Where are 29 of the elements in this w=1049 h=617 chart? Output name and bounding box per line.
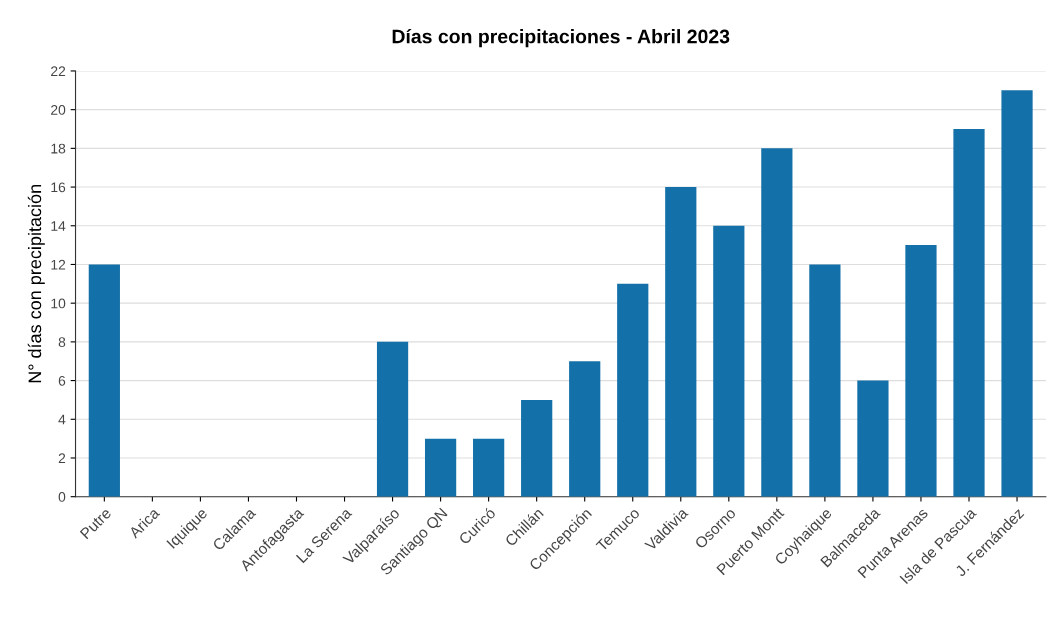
bar (617, 283, 649, 497)
bar (521, 399, 553, 497)
bar (905, 245, 937, 497)
bar (1001, 90, 1033, 497)
bar (88, 264, 120, 497)
y-tick-label: 12 (51, 259, 66, 270)
bar (665, 187, 697, 497)
y-tick-label: 8 (58, 337, 66, 348)
y-tick-label: 4 (58, 414, 66, 425)
bar (809, 264, 841, 497)
bar (761, 148, 793, 497)
y-axis-title: N° días con precipitación (27, 185, 45, 383)
y-tick-label: 6 (58, 375, 66, 386)
y-tick-label: 14 (51, 221, 66, 231)
bar (473, 438, 505, 497)
chart-title: Días con precipitaciones - Abril 2023 (392, 28, 730, 48)
y-tick-label: 18 (51, 143, 66, 154)
bar (953, 129, 985, 497)
y-tick-label: 0 (58, 492, 66, 502)
y-tick-label: 22 (51, 66, 66, 76)
y-tick-label: 10 (51, 298, 66, 309)
bar (376, 341, 409, 497)
bar (424, 438, 457, 497)
bar (713, 225, 745, 497)
y-tick-label: 16 (51, 182, 66, 193)
y-tick-label: 2 (58, 453, 66, 464)
bar (857, 380, 889, 497)
y-tick-label: 20 (51, 104, 66, 115)
bar (569, 361, 601, 497)
